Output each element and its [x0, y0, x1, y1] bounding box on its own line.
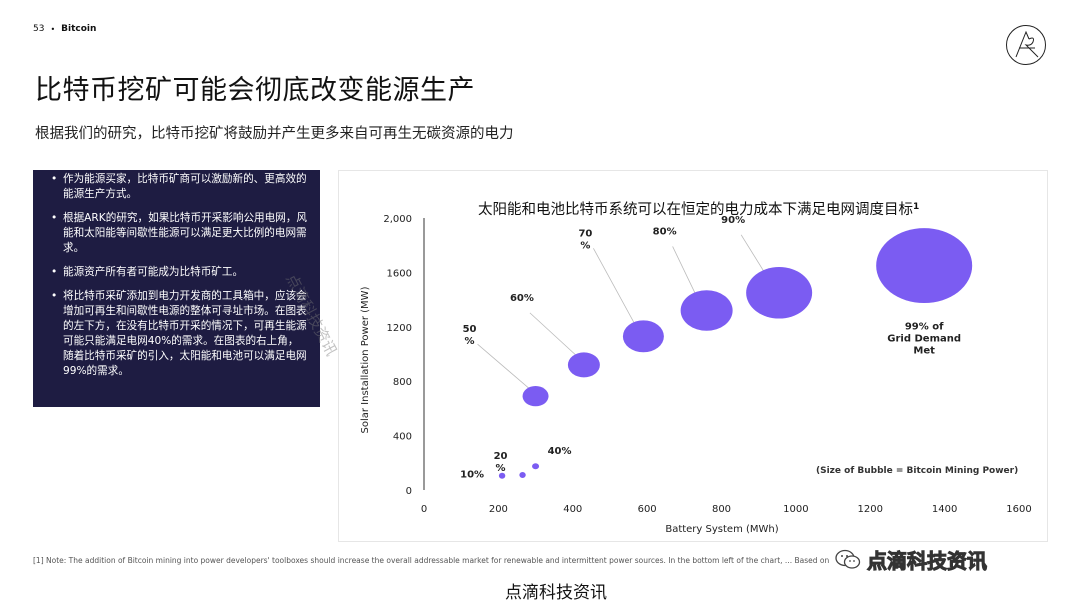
x-tick-label: 0 — [421, 504, 427, 515]
chart-bubbles — [477, 228, 973, 479]
chart-frame — [338, 170, 1048, 542]
bubble-point — [522, 386, 549, 407]
bubble-point — [876, 228, 973, 304]
bubble-point — [532, 463, 540, 470]
data-label: 60% — [510, 293, 534, 304]
y-tick-label: 1600 — [387, 268, 412, 279]
leader-line — [672, 246, 698, 299]
bubble-point — [567, 352, 600, 378]
x-tick-label: 1000 — [783, 504, 808, 515]
data-label: 80% — [653, 226, 677, 237]
wechat-icon — [835, 549, 861, 569]
chart-title-superscript: 1 — [913, 202, 919, 212]
data-label: Grid Demand — [887, 334, 961, 345]
x-tick-label: 600 — [638, 504, 657, 515]
data-label: Met — [913, 346, 935, 357]
x-tick-label: 400 — [563, 504, 582, 515]
page-title: 比特币挖矿可能会彻底改变能源生产 — [35, 75, 475, 106]
x-tick-label: 1600 — [1006, 504, 1031, 515]
summary-panel: 作为能源买家，比特币矿商可以激励新的、更高效的能源生产方式。 根据ARK的研究，… — [33, 170, 320, 407]
leader-line — [593, 248, 637, 327]
data-label: % — [496, 463, 506, 474]
wechat-watermark: 点滴科技资讯 — [835, 545, 988, 574]
data-label: 40% — [548, 446, 572, 457]
page-header: 53 • Bitcoin — [33, 24, 96, 34]
data-label: 90% — [721, 215, 745, 226]
leader-line — [477, 343, 532, 391]
ark-logo-icon — [1006, 25, 1046, 65]
data-label: % — [465, 336, 475, 347]
y-axis-label: Solar Installation Power (MW) — [360, 286, 371, 433]
bubble-point — [680, 290, 733, 331]
bubble-point — [746, 267, 813, 319]
data-label: 99% of — [905, 322, 944, 333]
chart-title: 太阳能和电池比特币系统可以在恒定的电力成本下满足电网调度目标1 — [478, 201, 919, 218]
page-subtitle: 根据我们的研究，比特币挖矿将鼓励并产生更多来自可再生无碳资源的电力 — [35, 126, 514, 142]
y-tick-label: 0 — [406, 486, 412, 497]
summary-bullet: 作为能源买家，比特币矿商可以激励新的、更高效的能源生产方式。 — [51, 172, 308, 202]
summary-bullet: 能源资产所有者可能成为比特币矿工。 — [51, 265, 308, 280]
summary-list: 作为能源买家，比特币矿商可以激励新的、更高效的能源生产方式。 根据ARK的研究，… — [51, 172, 308, 379]
y-tick-label: 1200 — [387, 323, 412, 334]
data-label: 50 — [463, 324, 477, 335]
header-separator: • — [50, 24, 56, 34]
data-label: % — [580, 240, 590, 251]
bubble-point — [622, 320, 664, 353]
data-label: 70 — [578, 228, 592, 239]
x-tick-label: 1200 — [858, 504, 883, 515]
leader-line — [529, 312, 579, 358]
summary-bullet: 将比特币采矿添加到电力开发商的工具箱中，应该会增加可再生和间歇性电源的整体可寻址… — [51, 289, 308, 379]
wechat-watermark-text: 点滴科技资讯 — [867, 549, 988, 574]
footnote: [1] Note: The addition of Bitcoin mining… — [33, 556, 830, 565]
chart-title-text: 太阳能和电池比特币系统可以在恒定的电力成本下满足电网调度目标 — [478, 201, 913, 218]
chart-axes: 0 400 800 1200 1600 2,000 0 200 400 600 800 1000 120… — [383, 214, 1031, 515]
x-tick-label: 200 — [489, 504, 508, 515]
y-tick-label: 400 — [393, 432, 412, 443]
page-number: 53 — [33, 24, 45, 34]
section-label: Bitcoin — [61, 24, 97, 34]
x-tick-label: 800 — [712, 504, 731, 515]
y-tick-label: 2,000 — [383, 214, 412, 225]
y-tick-label: 800 — [393, 377, 412, 388]
bubble-point — [498, 472, 506, 479]
bubble-chart: 太阳能和电池比特币系统可以在恒定的电力成本下满足电网调度目标1 0 400 800 1… — [360, 201, 1032, 535]
bubble-point — [519, 472, 526, 479]
bubble-size-note: (Size of Bubble = Bitcoin Mining Power) — [816, 466, 1018, 476]
data-label: 10% — [460, 470, 484, 481]
bottom-watermark: 点滴科技资讯 — [505, 583, 607, 603]
x-tick-label: 1400 — [932, 504, 957, 515]
data-label: 20 — [494, 451, 508, 462]
x-axis-label: Battery System (MWh) — [665, 524, 778, 535]
summary-bullet: 根据ARK的研究，如果比特币开采影响公用电网，风能和太阳能等间歇性能源可以满足更… — [51, 211, 308, 256]
leader-line — [740, 234, 768, 278]
